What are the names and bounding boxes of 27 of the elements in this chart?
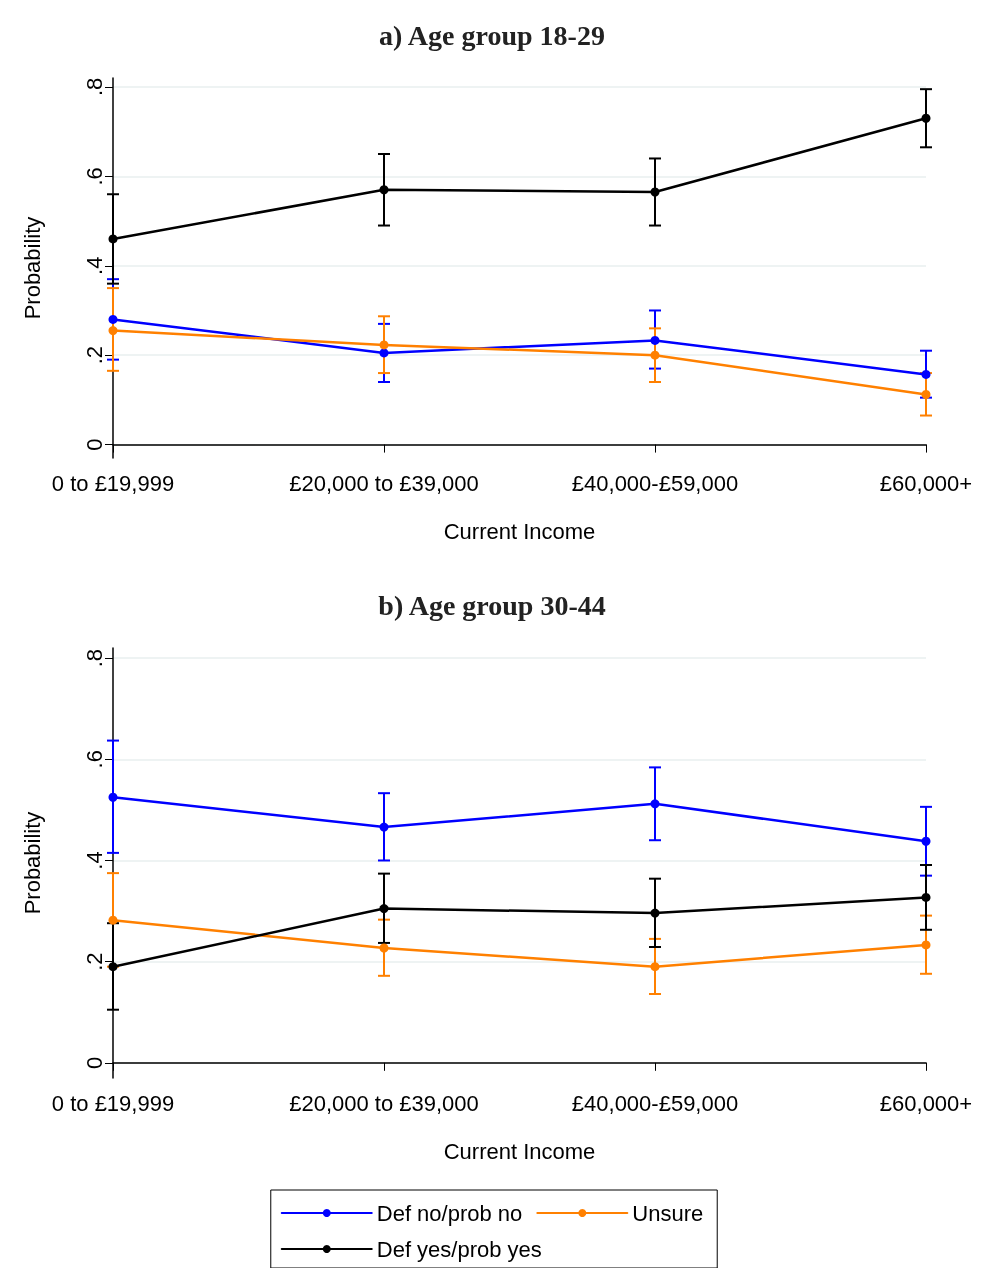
legend-label: Def no/prob no: [376, 1200, 523, 1226]
y-tick-label: .2: [81, 952, 107, 971]
x-tick-label: 0 to £19,999: [51, 1090, 175, 1116]
y-axis-title: Probability: [19, 216, 45, 320]
y-tick-label: .8: [81, 77, 107, 97]
y-tick-label: .4: [81, 851, 107, 870]
y-axis-title: Probability: [19, 811, 45, 915]
y-tick-label: .2: [81, 346, 107, 365]
y-tick-label: .6: [81, 750, 107, 769]
chart-title: b) Age group 30-44: [378, 589, 606, 621]
x-tick-label: £60,000+: [879, 1090, 973, 1116]
legend-label: Def yes/prob yes: [376, 1236, 542, 1262]
y-tick-label: .6: [81, 167, 107, 186]
y-tick-label: .4: [81, 256, 107, 275]
y-tick-label: .8: [81, 648, 107, 668]
x-tick-label: £20,000 to £39,000: [289, 470, 479, 496]
x-axis-title: Current Income: [443, 1138, 596, 1164]
x-tick-label: £60,000+: [879, 470, 973, 496]
x-tick-label: £40,000-£59,000: [571, 1090, 739, 1116]
legend-label: Unsure: [632, 1200, 704, 1226]
x-axis-title: Current Income: [443, 518, 596, 544]
chart-title: a) Age group 18-29: [379, 19, 605, 51]
x-tick-label: £40,000-£59,000: [571, 470, 739, 496]
x-tick-label: £20,000 to £39,000: [289, 1090, 479, 1116]
y-tick-label: 0: [81, 1056, 107, 1069]
x-tick-label: 0 to £19,999: [51, 470, 175, 496]
y-tick-label: 0: [81, 438, 107, 451]
